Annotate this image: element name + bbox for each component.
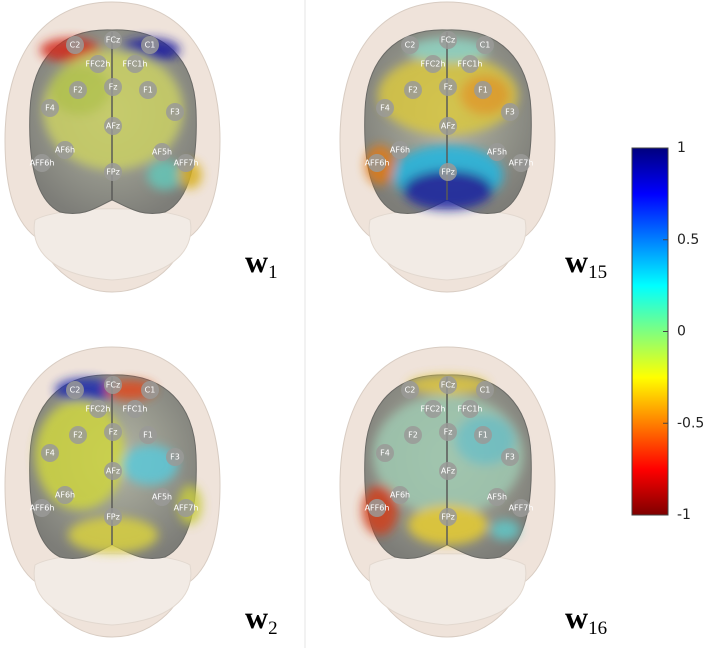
electrode-label: C1 [480, 386, 491, 395]
activation-blob [490, 520, 520, 540]
electrode-label: FCz [106, 381, 120, 390]
electrode-label: F3 [170, 108, 180, 117]
electrode-label: FPz [441, 168, 455, 177]
electrode-label: C1 [145, 41, 156, 50]
electrode-label: F3 [170, 453, 180, 462]
panel-subscript: 2 [268, 618, 278, 639]
colorbar-tick-label: 0 [677, 324, 686, 340]
panel-label: w2 [245, 599, 278, 639]
panel-symbol: w [245, 599, 268, 635]
panel-symbol: w [245, 243, 268, 279]
electrode-label: AFz [441, 122, 455, 131]
electrode-label: F2 [408, 86, 418, 95]
panel-label: w16 [565, 599, 607, 639]
panel-subscript: 16 [588, 618, 607, 639]
electrode-label: FFC1h [123, 405, 148, 414]
figure: C2C1FCzFFC2hFFC1hF2FzF1F4F3AFzAF6hAF5hAF… [0, 0, 717, 648]
electrode-label: F4 [45, 104, 55, 113]
panel-label: w1 [245, 243, 278, 283]
electrode-label: AF6h [55, 146, 75, 155]
electrode-label: Fz [444, 83, 453, 92]
electrode-label: FCz [106, 36, 120, 45]
electrode-label: AF5h [487, 493, 507, 502]
electrode-label: AFF7h [174, 159, 199, 168]
electrode-label: FPz [106, 513, 120, 522]
electrode-label: AF6h [390, 491, 410, 500]
electrode-label: Fz [109, 428, 118, 437]
electrode-label: AFF7h [509, 159, 534, 168]
electrode-label: F1 [143, 86, 153, 95]
electrode-label: AFF6h [365, 159, 390, 168]
electrode-label: Fz [109, 83, 118, 92]
electrode-label: FPz [106, 168, 120, 177]
electrode-label: C2 [70, 41, 81, 50]
electrode-label: C2 [405, 41, 416, 50]
electrode-label: F1 [478, 431, 488, 440]
colorbar-tick-label: -1 [677, 507, 691, 523]
panel-label: w15 [565, 243, 607, 283]
electrode-label: Fz [444, 428, 453, 437]
electrode-label: AFF6h [30, 159, 55, 168]
electrode-label: F4 [380, 104, 390, 113]
electrode-label: FFC1h [123, 60, 148, 69]
colorbar-tick-label: 1 [677, 140, 686, 156]
electrode-label: C2 [405, 386, 416, 395]
electrode-label: C2 [70, 386, 81, 395]
electrode-label: FFC1h [458, 60, 483, 69]
electrode-label: F1 [478, 86, 488, 95]
panel-subscript: 1 [268, 262, 278, 283]
electrode-label: C1 [145, 386, 156, 395]
electrode-label: FFC2h [421, 405, 446, 414]
electrode-label: AFF6h [30, 504, 55, 513]
brain-panel: C2C1FCzFFC2hFFC1hF2FzF1F4F3AFzAF6hAF5hAF… [5, 347, 220, 637]
electrode-label: FCz [441, 381, 455, 390]
electrode-label: FFC2h [421, 60, 446, 69]
electrode-label: AFF6h [365, 504, 390, 513]
electrode-label: F2 [408, 431, 418, 440]
electrode-label: F4 [45, 449, 55, 458]
electrode-label: F1 [143, 431, 153, 440]
electrode-label: AFF7h [174, 504, 199, 513]
panel-symbol: w [565, 599, 588, 635]
electrode-label: AF6h [55, 491, 75, 500]
panel-subscript: 15 [588, 262, 607, 283]
electrode-label: AFz [106, 467, 120, 476]
electrode-label: FFC2h [86, 60, 111, 69]
electrode-label: AF5h [152, 493, 172, 502]
electrode-label: F3 [505, 453, 515, 462]
electrode-label: FFC2h [86, 405, 111, 414]
electrode-label: F2 [73, 431, 83, 440]
electrode-label: F2 [73, 86, 83, 95]
electrode-label: AF5h [487, 148, 507, 157]
colorbar [632, 148, 668, 515]
colorbar-tick-label: 0.5 [677, 232, 699, 248]
electrode-label: AFF7h [509, 504, 534, 513]
electrode-label: AFz [441, 467, 455, 476]
colorbar-tick-label: -0.5 [677, 415, 704, 431]
electrode-label: FFC1h [458, 405, 483, 414]
electrode-label: AF6h [390, 146, 410, 155]
electrode-label: FPz [441, 513, 455, 522]
electrode-label: AF5h [152, 148, 172, 157]
electrode-label: F4 [380, 449, 390, 458]
electrode-label: F3 [505, 108, 515, 117]
electrode-label: AFz [106, 122, 120, 131]
electrode-label: C1 [480, 41, 491, 50]
electrode-label: FCz [441, 36, 455, 45]
panel-symbol: w [565, 243, 588, 279]
